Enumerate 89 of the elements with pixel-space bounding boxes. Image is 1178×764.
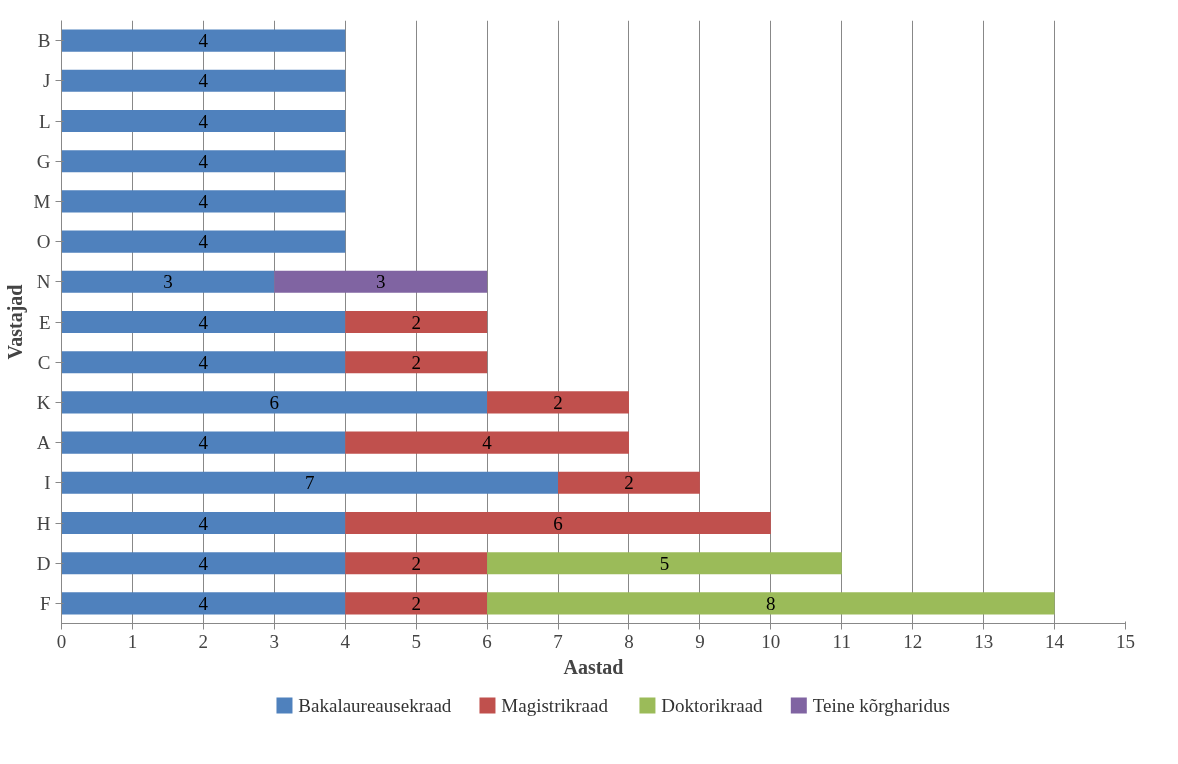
x-tick-label: 3 [269, 630, 280, 652]
data-label: 4 [198, 110, 209, 132]
bar [61, 431, 346, 454]
legend-label: Bakalaureausekraad [298, 695, 452, 716]
bar [61, 351, 346, 374]
x-tick-label: 13 [974, 630, 994, 652]
data-label: 5 [659, 552, 670, 574]
bar [345, 511, 771, 535]
bar [61, 69, 346, 92]
bar [61, 29, 346, 52]
y-tick-label: F [39, 592, 51, 614]
data-label: 8 [766, 592, 776, 614]
data-label: 4 [198, 30, 209, 52]
y-tick-label: H [36, 512, 51, 534]
data-label: 2 [411, 311, 421, 333]
x-tick-label: 0 [56, 630, 67, 652]
y-tick-label: N [36, 271, 51, 293]
y-tick-label: K [36, 391, 51, 413]
data-label: 4 [198, 190, 209, 212]
data-label: 4 [198, 512, 209, 534]
x-tick-label: 10 [761, 630, 781, 652]
y-axis-title: Vastajad [3, 284, 27, 360]
data-label: 4 [198, 351, 209, 373]
x-tick-label: 14 [1045, 630, 1065, 652]
y-tick-label: I [44, 472, 51, 494]
y-tick-label: E [38, 311, 51, 333]
bar [274, 270, 488, 293]
bar [345, 431, 629, 454]
x-tick-label: 7 [553, 630, 563, 652]
data-label: 6 [269, 391, 280, 413]
bar [61, 190, 346, 213]
bar [487, 552, 842, 575]
bar [61, 471, 559, 494]
bar [61, 592, 346, 615]
x-tick-label: 12 [903, 630, 923, 652]
y-tick-label: D [36, 552, 51, 574]
bar [61, 150, 346, 173]
x-tick-label: 6 [482, 630, 492, 652]
bar [61, 270, 275, 293]
bar [487, 391, 629, 414]
data-label: 4 [198, 311, 209, 333]
y-tick-label: O [36, 231, 51, 253]
bar [345, 592, 488, 615]
bar [345, 310, 488, 334]
bar [61, 552, 346, 575]
data-label: 2 [411, 592, 421, 614]
x-tick-label: 5 [411, 630, 421, 652]
x-tick-label: 11 [832, 630, 851, 652]
y-tick-label: M [33, 190, 51, 212]
data-label: 3 [163, 271, 173, 293]
data-label: 4 [198, 150, 209, 172]
legend-label: Magistrikraad [501, 695, 609, 716]
x-tick-label: 1 [127, 630, 138, 652]
data-label: 2 [624, 472, 634, 494]
bar [61, 230, 346, 253]
bar [61, 310, 346, 334]
x-tick-label: 4 [340, 630, 351, 652]
data-label: 2 [411, 552, 421, 574]
data-label: 2 [411, 351, 421, 373]
data-label: 7 [305, 472, 315, 494]
data-label: 4 [198, 231, 209, 253]
y-tick-label: B [37, 30, 51, 52]
x-tick-label: 15 [1116, 630, 1135, 652]
bar [345, 552, 488, 575]
legend-label: Teine kõrgharidus [812, 695, 950, 716]
bar [61, 511, 346, 535]
y-tick-label: A [36, 432, 51, 454]
y-tick-label: C [37, 351, 51, 373]
y-tick-label: L [38, 110, 51, 132]
y-tick-label: J [43, 70, 51, 92]
data-label: 3 [375, 271, 386, 293]
data-label: 4 [198, 70, 209, 92]
data-label: 4 [198, 432, 209, 454]
data-label: 4 [198, 552, 209, 574]
bar [558, 471, 700, 494]
x-tick-label: 8 [624, 630, 634, 652]
data-label: 6 [553, 512, 563, 534]
legend-label: Doktorikraad [661, 695, 764, 716]
x-tick-label: 2 [198, 630, 209, 652]
bar [61, 391, 488, 414]
bar [61, 109, 346, 133]
bar [487, 592, 1055, 615]
data-label: 4 [482, 432, 493, 454]
x-axis-title: Aastad [563, 655, 624, 678]
data-label: 4 [198, 592, 209, 614]
y-tick-label: G [36, 150, 51, 172]
data-label: 2 [553, 391, 563, 413]
bar [345, 351, 488, 374]
x-tick-label: 9 [695, 630, 705, 652]
